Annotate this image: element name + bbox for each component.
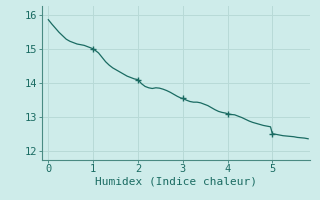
X-axis label: Humidex (Indice chaleur): Humidex (Indice chaleur) [95, 177, 257, 187]
